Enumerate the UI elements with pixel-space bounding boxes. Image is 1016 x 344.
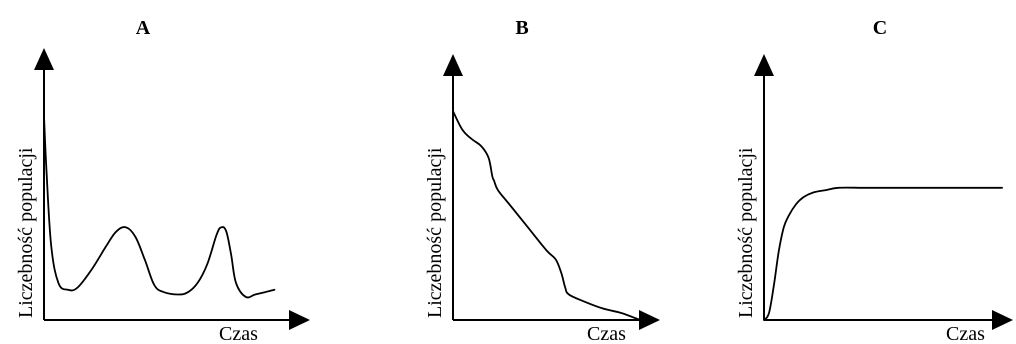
panel-a-x-arrow [289, 310, 310, 330]
panel-b: B Liczebność populacji Czas [424, 17, 660, 344]
panel-c-title: C [873, 17, 887, 39]
panel-b-x-arrow [639, 310, 660, 330]
panel-b-xlabel: Czas [587, 323, 626, 344]
panel-b-ylabel: Liczebność populacji [424, 147, 446, 318]
panel-c-y-arrow [754, 54, 774, 76]
panel-c-xlabel: Czas [946, 323, 985, 344]
panel-a-xlabel: Czas [219, 323, 258, 344]
panel-c: C Liczebność populacji Czas [735, 17, 1013, 344]
panel-a-y-arrow [34, 48, 54, 70]
panel-a-title: A [136, 17, 151, 39]
panel-a: A Liczebność populacji Czas [15, 17, 310, 344]
panel-b-series-line [452, 110, 641, 321]
panel-c-ylabel: Liczebność populacji [735, 147, 757, 318]
panel-a-series-line [43, 114, 276, 299]
panel-a-ylabel: Liczebność populacji [15, 147, 37, 318]
panel-c-x-arrow [992, 310, 1013, 330]
panel-b-y-arrow [443, 54, 463, 76]
panel-c-series-line [763, 186, 1003, 321]
panel-b-title: B [515, 17, 528, 39]
